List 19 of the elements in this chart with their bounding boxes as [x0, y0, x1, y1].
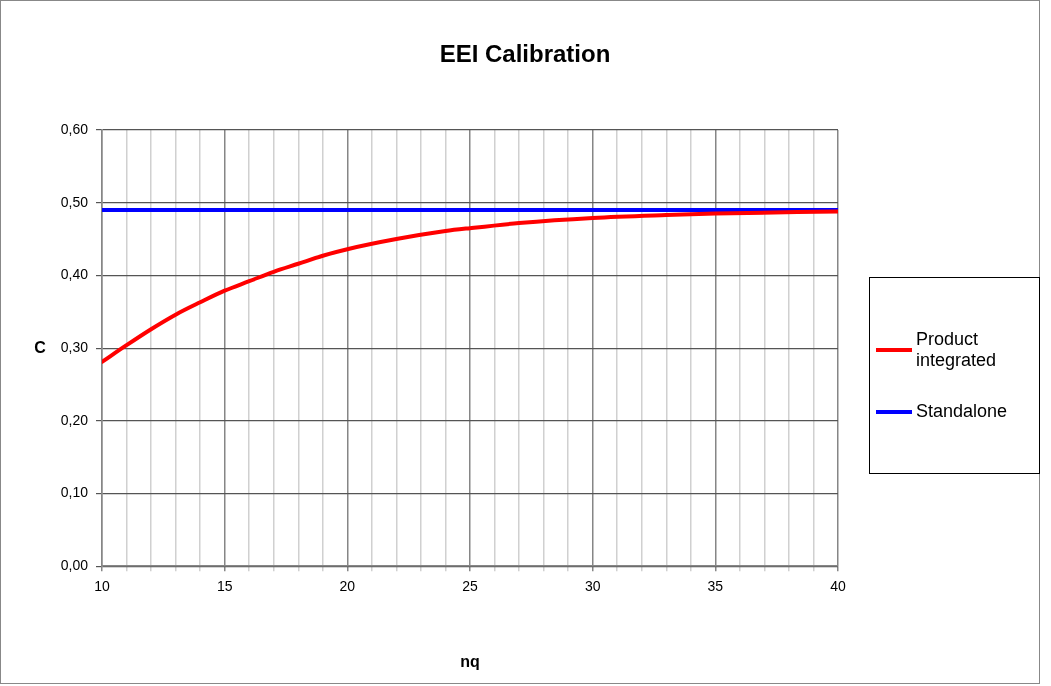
x-tick-label: 30	[584, 578, 601, 595]
x-tick-label: 40	[830, 578, 846, 595]
y-tick-label: 0,20	[60, 411, 89, 428]
legend-label: Product integrated	[916, 329, 998, 371]
y-axis-title: C	[34, 338, 47, 356]
x-tick-label: 25	[462, 578, 478, 595]
y-tick-label: 0,10	[60, 484, 89, 501]
chart-title: EEI Calibration	[439, 39, 611, 67]
y-tick-label: 0,60	[60, 120, 89, 137]
y-tick-label: 0,00	[60, 557, 89, 574]
x-tick-label: 15	[216, 578, 233, 595]
x-tick-label: 10	[94, 578, 110, 595]
x-tick-label: 20	[339, 578, 356, 595]
y-tick-label: 0,30	[60, 338, 89, 355]
y-tick-label: 0,50	[60, 193, 89, 210]
x-axis-title: nq	[460, 653, 480, 671]
y-tick-label: 0,40	[60, 266, 89, 283]
legend-label: Standalone	[916, 401, 1008, 422]
x-tick-label: 35	[707, 578, 724, 595]
